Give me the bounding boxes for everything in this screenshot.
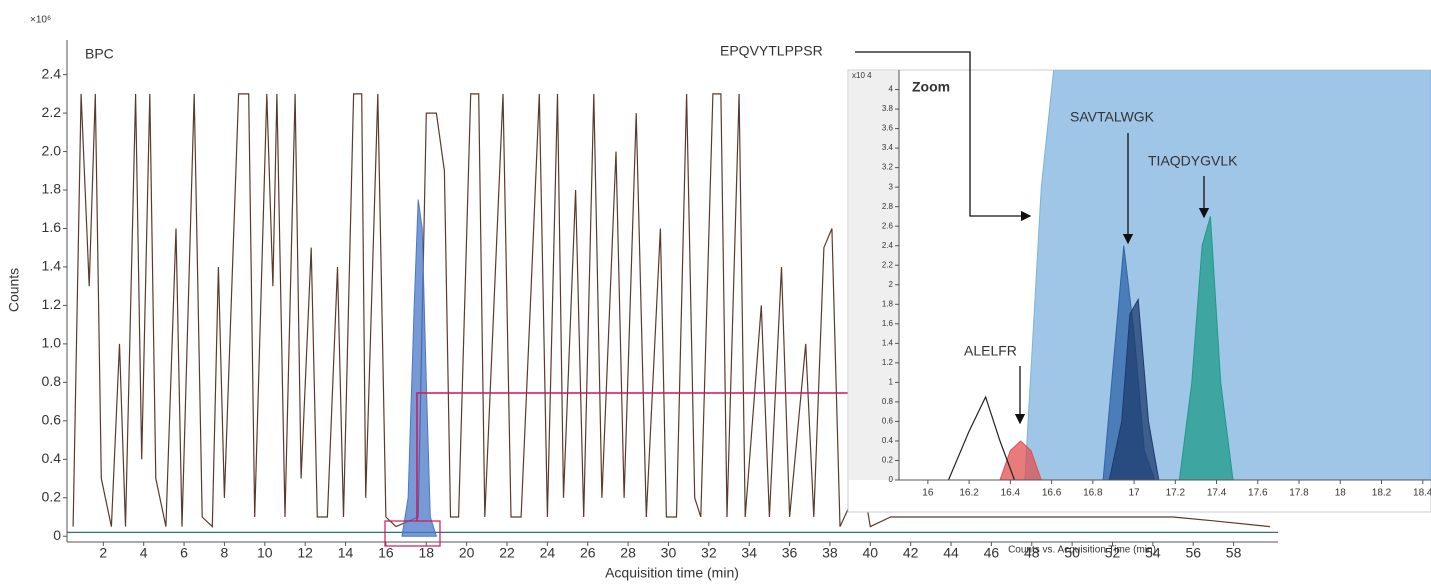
y-tick-label: 0.6 — [42, 412, 62, 428]
x-tick-label: 16.8 — [1083, 488, 1103, 499]
x-tick-label: 44 — [943, 545, 959, 561]
x-tick-label: 8 — [221, 545, 229, 561]
highlight — [385, 393, 928, 546]
x-tick-label: 16 — [922, 488, 934, 499]
x-tick-label: 17 — [1129, 488, 1141, 499]
exponent: ×10⁶ — [30, 15, 51, 26]
y-tick-label: 3.4 — [882, 143, 894, 152]
y-tick-label: 1.0 — [42, 335, 62, 351]
annotation: TIAQDYGVLK — [1148, 153, 1238, 169]
x-tick-label: 22 — [499, 545, 515, 561]
exponent: x10 4 — [852, 71, 872, 80]
y-tick-label: 0.4 — [42, 450, 62, 466]
x-tick-label: 28 — [620, 545, 636, 561]
y-tick-label: 2.4 — [882, 241, 894, 250]
y-tick-label: 4 — [889, 85, 894, 94]
y-tick-label: 1.2 — [882, 358, 894, 367]
x-tick-label: 18 — [1335, 488, 1347, 499]
y-tick-label: 1 — [889, 377, 894, 386]
x-tick-label: 17.2 — [1166, 488, 1186, 499]
zoom-chart: 0 0.2 0.4 0.6 0.8 1 1.2 1.4 1.6 1.8 2 2.2 2.4 2.6 2.8 3… — [848, 0, 1431, 512]
y-tick-label: 3.6 — [882, 124, 894, 133]
y-tick-label: 2.0 — [42, 142, 62, 158]
zoom-label: Zoom — [912, 79, 950, 95]
annotation: EPQVYTLPPSR — [720, 43, 823, 59]
x-tick-label: 4 — [140, 545, 148, 561]
y-tick-label: 2.2 — [882, 260, 894, 269]
x-tick-label: 16.2 — [959, 488, 979, 499]
y-tick-label: 2.2 — [42, 104, 62, 120]
x-tick-label: 30 — [661, 545, 677, 561]
y-tick-label: 3.2 — [882, 163, 894, 172]
y-tick-label: 0 — [889, 475, 894, 484]
x-tick-label: 46 — [984, 545, 1000, 561]
x-tick-label: 16.6 — [1042, 488, 1062, 499]
y-tick-label: 1.6 — [882, 319, 894, 328]
x-axis-label: Acquisition time (min) — [605, 565, 739, 581]
x-tick-label: 32 — [701, 545, 717, 561]
y-tick-label: 0.2 — [42, 488, 62, 504]
x-tick-label: 42 — [903, 545, 919, 561]
y-tick-label: 1.4 — [42, 258, 62, 274]
y-axis-label: Counts — [6, 268, 22, 312]
peak-area — [402, 200, 436, 537]
x-tick-label: 14 — [338, 545, 354, 561]
x-axis-label: Counts vs. Acquisition Time (min) — [1008, 545, 1156, 556]
x-tick-label: 16.4 — [1001, 488, 1021, 499]
y-tick-label: 1.6 — [42, 219, 62, 235]
y-tick-label: 0.4 — [882, 436, 894, 445]
x-tick-label: 16 — [378, 545, 394, 561]
x-tick-label: 18.4 — [1413, 488, 1431, 499]
y-tick-label: 3 — [889, 182, 894, 191]
peak-area — [1025, 0, 1431, 480]
x-tick-label: 2 — [99, 545, 107, 561]
x-tick-label: 34 — [741, 545, 757, 561]
y-tick-label: 2.6 — [882, 221, 894, 230]
annotation: SAVTALWGK — [1070, 109, 1155, 125]
y-tick-label: 2.8 — [882, 202, 894, 211]
x-tick-label: 18.2 — [1372, 488, 1392, 499]
y-tick-label: 3.8 — [882, 104, 894, 113]
y-tick-label: 1.2 — [42, 296, 62, 312]
x-tick-label: 56 — [1185, 545, 1201, 561]
x-tick-label: 24 — [540, 545, 556, 561]
y-tick-label: 0.2 — [882, 456, 894, 465]
y-tick-label: 1.4 — [882, 338, 894, 347]
x-tick-label: 26 — [580, 545, 596, 561]
x-tick-label: 58 — [1226, 545, 1242, 561]
x-tick-label: 6 — [180, 545, 188, 561]
y-tick-label: 1.8 — [42, 181, 62, 197]
annotation: ALELFR — [964, 343, 1017, 359]
y-tick-label: 0.6 — [882, 417, 894, 426]
x-tick-label: 10 — [257, 545, 273, 561]
x-tick-label: 12 — [297, 545, 313, 561]
x-tick-label: 20 — [459, 545, 475, 561]
y-tick-label: 2.4 — [42, 65, 62, 81]
trace-label: BPC — [85, 46, 114, 62]
y-tick-label: 0.8 — [42, 373, 62, 389]
y-tick-label: 2 — [889, 280, 894, 289]
x-tick-label: 38 — [822, 545, 838, 561]
x-tick-label: 18 — [418, 545, 434, 561]
x-tick-label: 36 — [782, 545, 798, 561]
y-tick-label: 0 — [53, 527, 61, 543]
y-tick-label: 0.8 — [882, 397, 894, 406]
y-tick-label: 1.8 — [882, 299, 894, 308]
x-tick-label: 17.8 — [1289, 488, 1309, 499]
x-tick-label: 17.4 — [1207, 488, 1227, 499]
x-tick-label: 17.6 — [1248, 488, 1268, 499]
x-tick-label: 40 — [863, 545, 879, 561]
